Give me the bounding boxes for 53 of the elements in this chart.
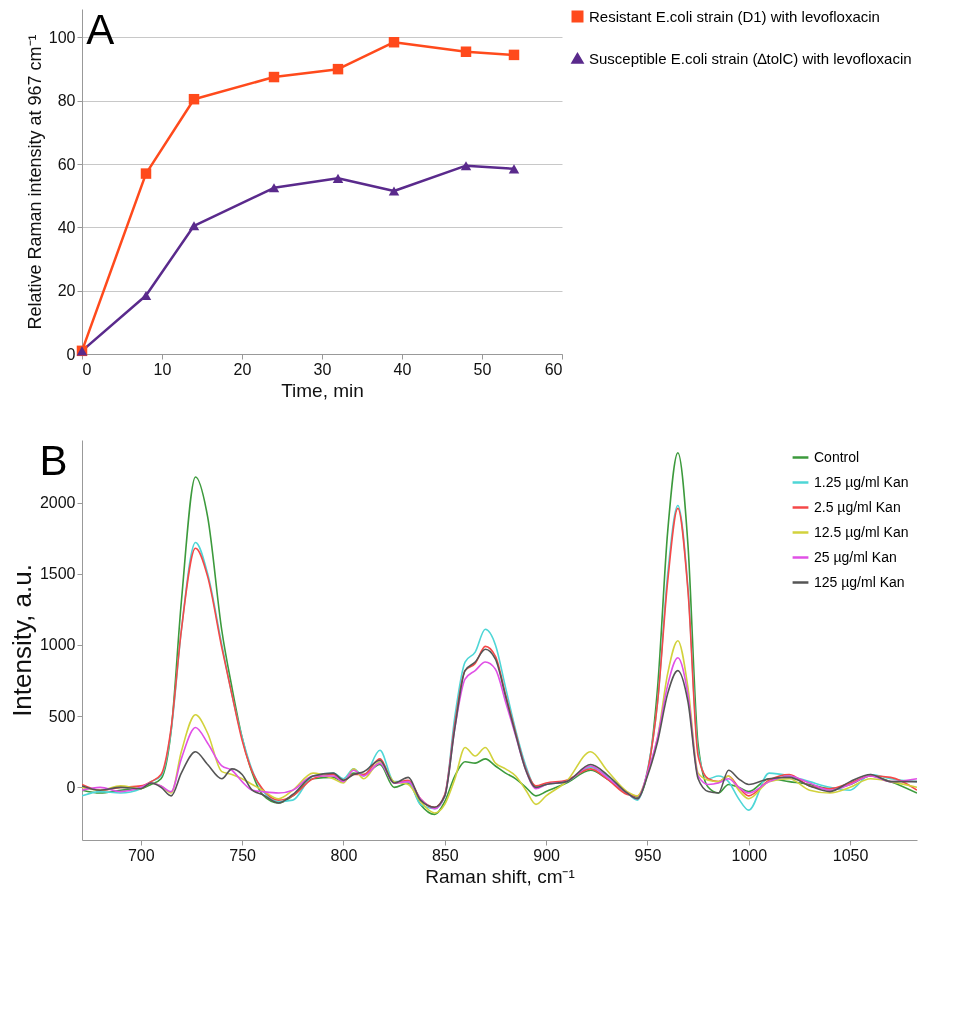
chart-title: A: [86, 6, 115, 53]
x-tick-label: 50: [473, 360, 492, 378]
y-tick-label: 100: [48, 28, 76, 46]
legend-label: 2.5 µg/ml Kan: [814, 498, 901, 515]
x-tick-label: 0: [82, 360, 92, 378]
point: [332, 63, 344, 75]
legend-label: 125 µg/ml Kan: [814, 573, 905, 590]
y-tick-label: 2000: [39, 494, 76, 512]
legend-label: 1.25 µg/ml Kan: [814, 473, 909, 490]
x-tick-label: 30: [313, 360, 332, 378]
x-tick-label: 1050: [832, 846, 869, 864]
y-axis-title: Intensity, a.u.: [6, 564, 37, 717]
point: [460, 161, 472, 171]
point: [332, 173, 344, 183]
x-tick-label: 950: [634, 846, 662, 864]
x-tick-label: 850: [431, 846, 459, 864]
x-tick-label: 900: [533, 846, 561, 864]
point: [388, 36, 400, 48]
x-tick-label: 20: [233, 360, 252, 378]
y-tick-label: 500: [48, 707, 76, 725]
x-tick-label: 60: [544, 360, 563, 378]
x-tick-label: 10: [153, 360, 172, 378]
x-tick-label: 1000: [731, 846, 768, 864]
point: [460, 46, 472, 57]
x-axis-title: Time, min: [281, 379, 364, 401]
point: [140, 168, 152, 179]
point: [388, 186, 400, 196]
y-tick-label: 1000: [39, 636, 76, 654]
x-tick-label: 750: [229, 846, 257, 864]
x-tick-label: 40: [393, 360, 412, 378]
legend-label: Resistant E.coli strain (D1) with levofloxacin: [589, 7, 880, 25]
legend-label: 25 µg/ml Kan: [814, 548, 897, 565]
point: [188, 221, 200, 231]
y-tick-label: 1500: [39, 565, 76, 583]
x-axis-title: Raman shift, cm⁻¹: [425, 865, 575, 887]
y-tick-label: 0: [66, 345, 76, 363]
y-tick-label: 40: [57, 218, 76, 236]
point: [188, 93, 200, 105]
y-tick-label: 60: [57, 155, 76, 173]
point: [268, 183, 280, 193]
chart-title: B: [39, 437, 68, 484]
x-tick-label: 800: [330, 846, 358, 864]
x-tick-label: 700: [127, 846, 155, 864]
legend-label: Susceptible E.coli strain (∆tolC) with levofloxacin: [589, 49, 912, 67]
y-tick-label: 0: [66, 778, 76, 796]
y-tick-label: 80: [57, 92, 76, 110]
point: [508, 49, 520, 61]
legend-label: Control: [814, 448, 860, 465]
point: [268, 71, 280, 83]
y-tick-label: 20: [57, 282, 76, 300]
legend-label: 12.5 µg/ml Kan: [814, 523, 909, 540]
point: [508, 164, 520, 174]
y-axis-title: Relative Raman intensity at 967 cm⁻¹: [24, 34, 45, 330]
